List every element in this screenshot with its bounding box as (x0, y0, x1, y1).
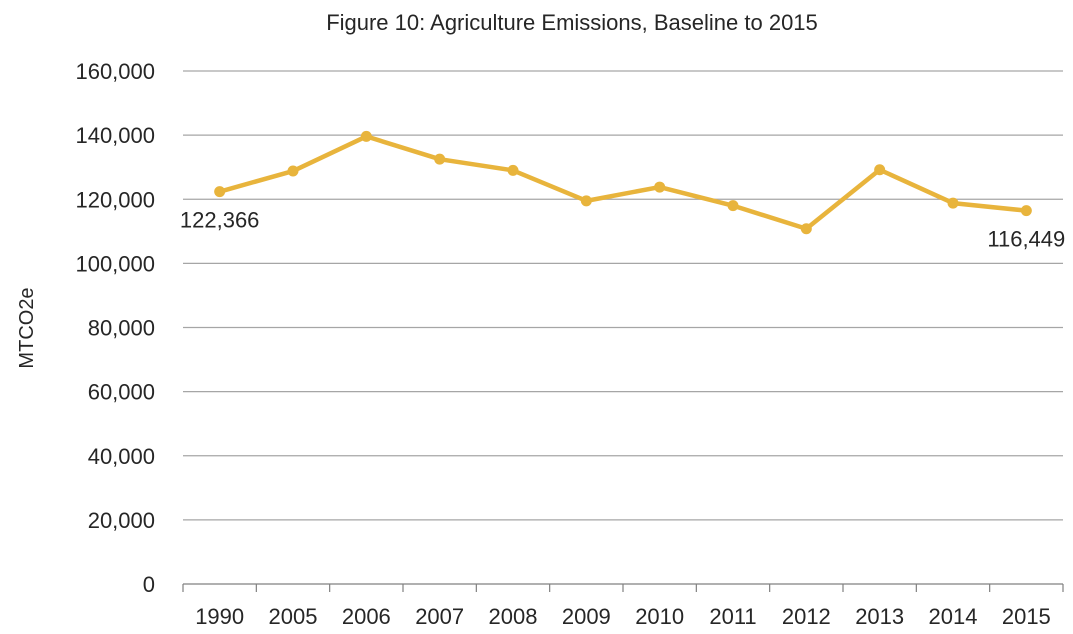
data-point (1020, 205, 1032, 217)
data-point (214, 186, 226, 198)
data-point (800, 223, 812, 235)
data-point (654, 181, 666, 193)
y-axis-tick-labels: 0 20,000 40,000 60,000 80,000 100,000 120,000 1… (75, 59, 155, 597)
series-line (217, 134, 1029, 231)
x-axis-tick-labels: 1990 2005 2006 2007 2008 2009 2010 2011 2012 2013… (195, 604, 1051, 629)
x-tick-label: 2012 (782, 604, 831, 629)
y-tick-label: 160,000 (75, 59, 155, 84)
x-tick-label: 2009 (562, 604, 611, 629)
data-series (214, 130, 1032, 235)
x-tick-label: 2007 (415, 604, 464, 629)
y-tick-label: 80,000 (88, 316, 155, 341)
data-point (727, 200, 739, 212)
x-tick-label: 2015 (1002, 604, 1051, 629)
data-label: 116,449 (987, 227, 1065, 252)
x-tick-label: 2013 (855, 604, 904, 629)
data-point (360, 130, 372, 142)
y-tick-label: 100,000 (75, 251, 155, 276)
data-point (874, 164, 886, 176)
x-tick-label: 2006 (342, 604, 391, 629)
gridlines (183, 70, 1063, 521)
data-point (287, 165, 299, 177)
chart-title: Figure 10: Agriculture Emissions, Baseli… (326, 10, 818, 35)
x-axis (182, 583, 1064, 592)
x-tick-label: 2008 (489, 604, 538, 629)
data-point (507, 164, 519, 176)
data-point (580, 195, 592, 207)
x-tick-label: 2014 (929, 604, 978, 629)
y-tick-label: 40,000 (88, 444, 155, 469)
y-tick-label: 120,000 (75, 187, 155, 212)
data-point (947, 197, 959, 209)
x-tick-label: 2005 (269, 604, 318, 629)
y-tick-label: 140,000 (75, 123, 155, 148)
y-axis-title: MTCO2e (16, 287, 38, 368)
data-label: 122,366 (180, 208, 260, 233)
x-tick-label: 2011 (709, 604, 756, 629)
x-tick-label: 2010 (635, 604, 684, 629)
x-tick-label: 1990 (195, 604, 244, 629)
y-tick-label: 20,000 (88, 508, 155, 533)
data-point (434, 153, 446, 165)
y-tick-label: 60,000 (88, 380, 155, 405)
y-tick-label: 0 (143, 572, 155, 597)
data-labels: 122,366 116,449 (180, 208, 1065, 252)
